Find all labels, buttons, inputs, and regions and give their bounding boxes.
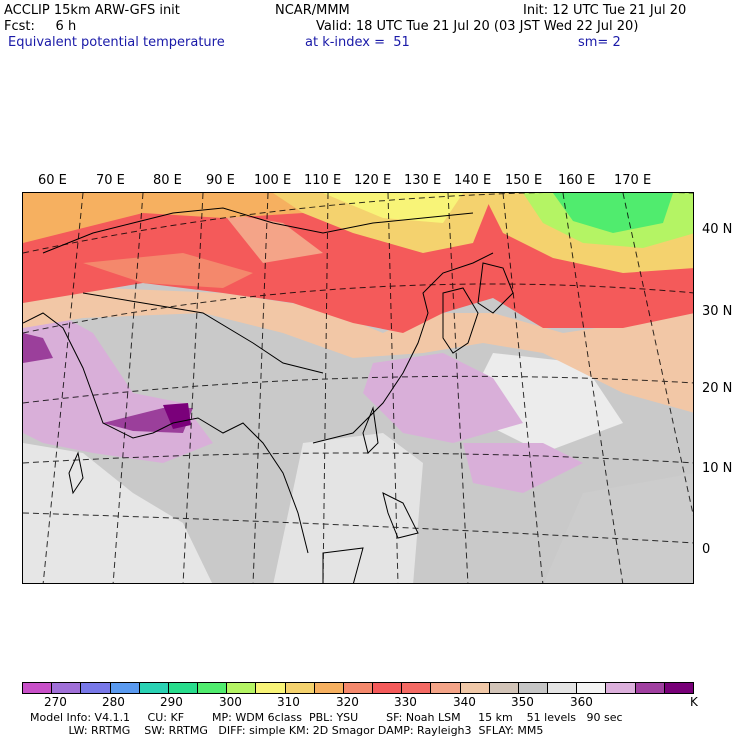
lat-label-20n: 20 N <box>702 381 733 396</box>
colorbar-swatch-18 <box>548 683 578 693</box>
lon-label-120e: 120 E <box>354 173 392 188</box>
colorbar-swatch-5 <box>168 683 199 693</box>
lon-label-80e: 80 E <box>153 173 182 188</box>
colorbar-swatch-11 <box>343 683 374 693</box>
lon-label-60e: 60 E <box>38 173 67 188</box>
init-time: Init: 12 UTC Tue 21 Jul 20 <box>523 3 687 18</box>
model-info-line1: Model Info: V4.1.1 CU: KF MP: WDM 6class… <box>30 711 623 724</box>
model-info-line2: LW: RRTMG SW: RRTMG DIFF: simple KM: 2D … <box>30 724 544 737</box>
colorbar-swatch-2 <box>81 683 111 693</box>
colorbar-swatch-8 <box>256 683 286 693</box>
colorbar-swatch-9 <box>285 683 315 693</box>
colorbar-swatch-22 <box>664 683 693 693</box>
colorbar-swatch-17 <box>518 683 549 693</box>
source-label: NCAR/MMM <box>275 3 350 18</box>
cbar-tick-270: 270 <box>44 695 67 709</box>
lon-label-70e: 70 E <box>96 173 125 188</box>
colorbar-swatch-20 <box>606 683 636 693</box>
graticule <box>23 193 693 583</box>
level-label: at k-index = 51 <box>305 35 410 50</box>
colorbar-swatch-7 <box>227 683 257 693</box>
lon-label-170e: 170 E <box>614 173 652 188</box>
colorbar-swatch-12 <box>373 683 403 693</box>
cbar-unit: K <box>690 695 698 709</box>
cbar-tick-330: 330 <box>394 695 417 709</box>
lat-label-0: 0 <box>702 542 711 557</box>
lon-label-90e: 90 E <box>206 173 235 188</box>
colorbar-swatch-16 <box>489 683 519 693</box>
colorbar-swatch-14 <box>431 683 461 693</box>
lon-label-130e: 130 E <box>404 173 442 188</box>
colorbar-swatch-21 <box>635 683 665 693</box>
cbar-tick-360: 360 <box>570 695 593 709</box>
forecast-hour: Fcst: 6 h <box>4 19 77 34</box>
lon-label-140e: 140 E <box>454 173 492 188</box>
colorbar-swatch-4 <box>139 683 169 693</box>
lat-label-10n: 10 N <box>702 461 733 476</box>
colorbar-swatch-1 <box>52 683 82 693</box>
colorbar-swatch-3 <box>110 683 140 693</box>
colorbar-swatch-15 <box>460 683 490 693</box>
theta-e-field <box>23 193 693 583</box>
colorbar-swatch-13 <box>402 683 432 693</box>
lon-label-150e: 150 E <box>505 173 543 188</box>
cbar-tick-320: 320 <box>336 695 359 709</box>
colorbar-swatch-6 <box>198 683 228 693</box>
cbar-tick-350: 350 <box>511 695 534 709</box>
field-name: Equivalent potential temperature <box>8 35 225 50</box>
lon-label-100e: 100 E <box>254 173 292 188</box>
smoothing-label: sm= 2 <box>578 35 621 50</box>
valid-time: Valid: 18 UTC Tue 21 Jul 20 (03 JST Wed … <box>316 19 639 34</box>
map-panel <box>22 192 694 584</box>
lon-label-110e: 110 E <box>304 173 342 188</box>
cbar-tick-300: 300 <box>219 695 242 709</box>
coastlines <box>23 207 514 583</box>
colorbar-swatch-0 <box>23 683 53 693</box>
cbar-tick-340: 340 <box>453 695 476 709</box>
lon-label-160e: 160 E <box>558 173 596 188</box>
colorbar-swatch-10 <box>314 683 344 693</box>
title-line: ACCLIP 15km ARW-GFS init <box>4 3 180 18</box>
colorbar <box>22 682 694 694</box>
lat-label-30n: 30 N <box>702 304 733 319</box>
lat-label-40n: 40 N <box>702 222 733 237</box>
colorbar-swatch-19 <box>577 683 607 693</box>
cbar-tick-280: 280 <box>102 695 125 709</box>
cbar-tick-290: 290 <box>160 695 183 709</box>
cbar-tick-310: 310 <box>277 695 300 709</box>
